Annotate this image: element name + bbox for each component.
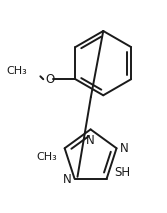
Text: CH₃: CH₃ — [6, 66, 27, 76]
Text: CH₃: CH₃ — [36, 152, 57, 162]
Text: N: N — [86, 134, 95, 147]
Text: N: N — [119, 142, 128, 155]
Text: O: O — [45, 73, 55, 86]
Text: SH: SH — [114, 166, 131, 179]
Text: N: N — [63, 173, 72, 186]
